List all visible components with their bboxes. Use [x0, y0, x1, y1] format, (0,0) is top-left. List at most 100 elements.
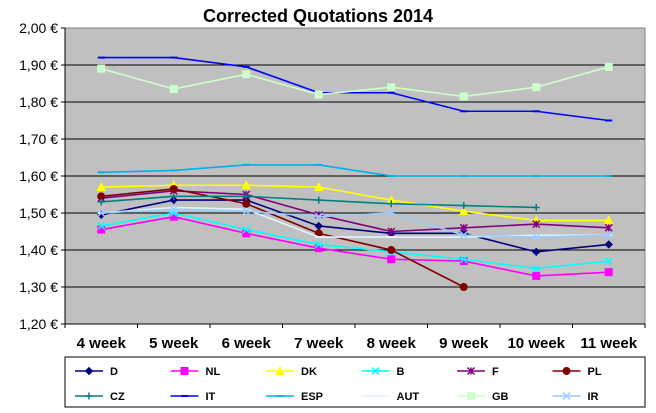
data-point-nl — [532, 271, 541, 280]
legend-item-cz: CZ — [75, 391, 125, 403]
data-point-pl — [387, 246, 396, 254]
data-point-gb — [97, 64, 106, 73]
data-point-nl — [459, 257, 468, 266]
y-tick-label: 1,60 € — [19, 168, 58, 184]
legend-item-esp: ESP — [266, 391, 323, 403]
legend-marker — [275, 365, 285, 375]
legend-item-it: IT — [170, 391, 216, 403]
legend-marker — [562, 391, 571, 401]
marker-stroke — [97, 208, 106, 218]
series-line-b — [101, 212, 609, 270]
legend-item-aut: AUT — [361, 391, 420, 403]
y-tick-label: 1,30 € — [19, 279, 58, 295]
marker-stroke — [371, 366, 380, 376]
legend-label: NL — [206, 366, 221, 378]
marker-stroke — [97, 221, 106, 230]
data-point-gb — [604, 62, 613, 71]
series-line-dk — [101, 184, 609, 222]
data-point-b — [97, 221, 106, 230]
legend-item-b: B — [361, 366, 405, 378]
legend-marker — [466, 366, 476, 376]
legend-label: GB — [492, 391, 509, 403]
series-line-pl — [101, 188, 465, 288]
x-tick-label: 8 week — [367, 335, 417, 352]
data-point-gb — [169, 85, 178, 94]
legend-marker — [371, 366, 380, 376]
data-point-ir — [97, 208, 106, 218]
data-point-f — [387, 227, 396, 236]
legend-marker — [85, 392, 93, 400]
chart-title: Corrected Quotations 2014 — [203, 6, 433, 26]
data-point-nl — [314, 244, 323, 253]
data-point-ir — [387, 208, 396, 218]
series-esp — [97, 163, 613, 177]
legend: D NL DK B F PL CZ IT ESP AUT GB IR — [64, 356, 646, 408]
x-tick-label: 11 week — [580, 335, 637, 352]
legend-label: AUT — [397, 391, 420, 403]
data-point-gb — [314, 90, 323, 99]
data-point-dk — [603, 215, 614, 225]
x-tick-label: 7 week — [294, 335, 344, 352]
data-point-d — [604, 240, 613, 249]
series-line-aut — [101, 206, 609, 238]
data-point-b — [604, 257, 613, 266]
series-line-d — [101, 199, 609, 253]
data-point-cz — [387, 200, 395, 208]
data-point-b — [242, 225, 251, 234]
legend-marker — [180, 367, 189, 375]
data-point-ir — [532, 233, 541, 242]
legend-item-ir: IR — [552, 391, 599, 403]
data-point-b — [459, 255, 468, 264]
data-point-dk — [96, 182, 107, 192]
data-point-ir — [459, 231, 468, 240]
data-point-d — [169, 195, 178, 205]
x-tick-label: 10 week — [507, 335, 565, 352]
data-point-nl — [387, 255, 396, 264]
series-line-it — [101, 56, 609, 122]
y-tick-label: 1,20 € — [19, 316, 58, 332]
data-point-f — [532, 220, 541, 229]
marker-stroke — [604, 231, 613, 240]
data-point-cz — [532, 203, 540, 211]
series-pl — [97, 184, 468, 291]
legend-item-dk: DK — [266, 365, 317, 378]
data-point-f — [459, 223, 468, 232]
data-point-nl — [97, 225, 106, 234]
legend-marker — [562, 367, 571, 375]
series-line-gb — [101, 66, 609, 98]
series-line-nl — [101, 215, 609, 277]
legend-label: IT — [206, 391, 216, 403]
legend-label: F — [492, 366, 499, 378]
legend-item-f: F — [457, 366, 499, 378]
y-tick-label: 1,50 € — [19, 205, 58, 221]
data-point-cz — [170, 192, 178, 200]
data-point-gb — [459, 92, 468, 101]
data-point-b — [314, 240, 323, 249]
marker-stroke — [532, 233, 541, 242]
y-tick-label: 1,70 € — [19, 131, 58, 147]
legend-marker — [467, 392, 475, 400]
marker-stroke — [242, 207, 251, 216]
series-nl — [97, 212, 613, 280]
data-point-cz — [97, 198, 105, 206]
legend-label: ESP — [301, 391, 323, 403]
y-tick-label: 2,00 € — [19, 20, 58, 36]
data-point-cz — [315, 196, 323, 204]
marker-stroke — [169, 205, 178, 214]
series-line-ir — [101, 208, 609, 238]
series-lines — [96, 56, 614, 291]
legend-item-nl: NL — [170, 366, 221, 378]
data-point-cz — [460, 202, 468, 210]
data-point-dk — [313, 182, 324, 192]
data-point-d — [532, 247, 541, 257]
marker-stroke — [314, 212, 323, 221]
legend-label: B — [397, 366, 405, 378]
legend-box — [64, 356, 646, 408]
axes: 1,20 € 1,30 € 1,40 € 1,50 € 1,60 € 1,70 € 1,80… — [19, 20, 646, 352]
series-dk — [96, 180, 614, 225]
series-ir — [97, 205, 613, 242]
data-point-ir — [169, 205, 178, 214]
marker-stroke — [532, 264, 541, 273]
